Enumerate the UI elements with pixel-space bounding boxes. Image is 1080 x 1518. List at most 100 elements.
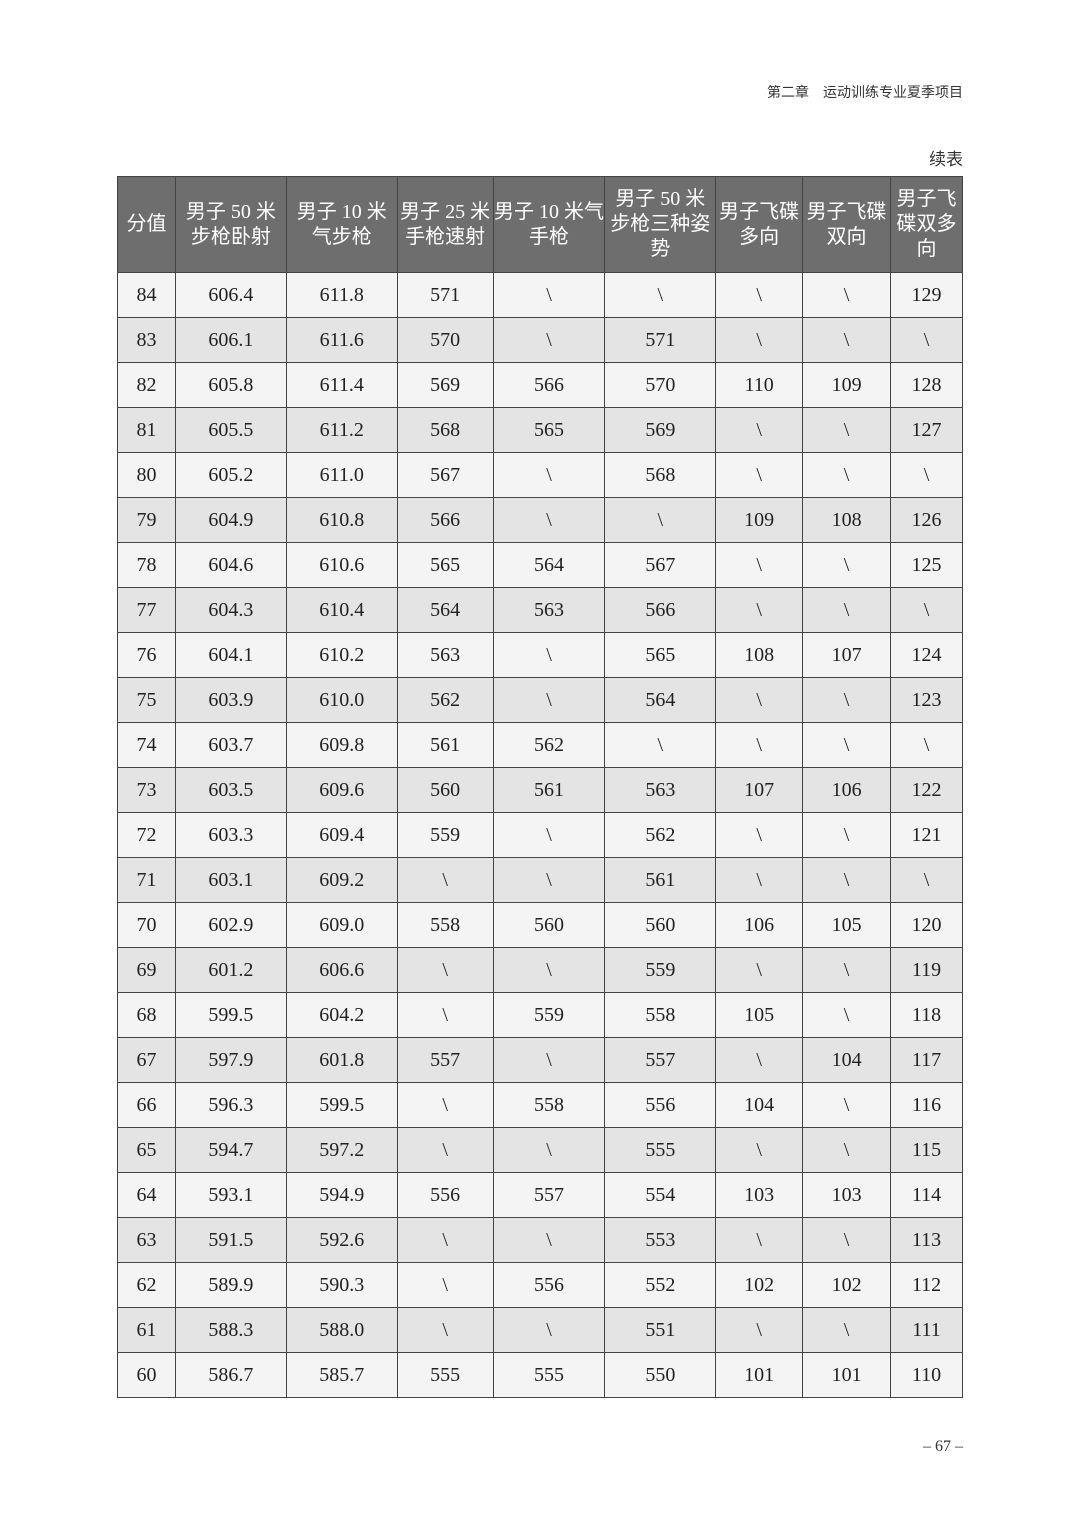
table-row: 70 602.9 609.0 558 560 560 106 105 120 [117, 902, 963, 948]
table-cell: 567 [396, 452, 494, 498]
table-cell: \ [802, 677, 892, 723]
table-cell: \ [802, 947, 892, 993]
table-row: 69 601.2 606.6 \ \ 559 \ \ 119 [117, 947, 963, 993]
table-cell: 602.9 [174, 902, 287, 948]
column-header: 男子 50 米步枪三种姿势 [604, 176, 717, 273]
table-cell: 599.5 [174, 992, 287, 1038]
table-cell: 597.9 [174, 1037, 287, 1083]
table-cell: 71 [117, 857, 176, 903]
table-cell: 604.6 [174, 542, 287, 588]
table-row: 60 586.7 585.7 555 555 550 101 101 110 [117, 1352, 963, 1398]
table-cell: \ [802, 587, 892, 633]
table-cell: 604.9 [174, 497, 287, 543]
table-cell: \ [492, 317, 606, 363]
table-row: 73 603.5 609.6 560 561 563 107 106 122 [117, 767, 963, 813]
table-cell: 121 [890, 812, 963, 858]
table-cell: 588.3 [174, 1307, 287, 1353]
table-row: 61 588.3 588.0 \ \ 551 \ \ 111 [117, 1307, 963, 1353]
table-cell: 562 [396, 677, 494, 723]
column-header: 男子飞碟多向 [715, 176, 804, 273]
table-cell: \ [802, 1082, 892, 1128]
table-cell: 553 [604, 1217, 717, 1263]
column-header: 男子 10 米气步枪 [285, 176, 398, 273]
table-cell: 75 [117, 677, 176, 723]
table-cell: 610.0 [285, 677, 398, 723]
table-cell: 558 [604, 992, 717, 1038]
table-cell: \ [604, 497, 717, 543]
table-cell: \ [715, 677, 804, 723]
table-cell: 60 [117, 1352, 176, 1398]
table-cell: 66 [117, 1082, 176, 1128]
table-cell: 108 [802, 497, 892, 543]
table-cell: 102 [802, 1262, 892, 1308]
table-cell: 604.3 [174, 587, 287, 633]
table-cell: 561 [492, 767, 606, 813]
table-cell: 115 [890, 1127, 963, 1173]
table-cell: \ [492, 677, 606, 723]
table-cell: 128 [890, 362, 963, 408]
table-cell: 610.8 [285, 497, 398, 543]
table-cell: 78 [117, 542, 176, 588]
table-row: 81 605.5 611.2 568 565 569 \ \ 127 [117, 407, 963, 453]
table-cell: 129 [890, 272, 963, 318]
table-cell: \ [715, 587, 804, 633]
table-cell: 605.8 [174, 362, 287, 408]
table-cell: 562 [492, 722, 606, 768]
table-cell: 68 [117, 992, 176, 1038]
table-cell: 610.2 [285, 632, 398, 678]
table-cell: 559 [396, 812, 494, 858]
table-cell: 606.4 [174, 272, 287, 318]
table-cell: 125 [890, 542, 963, 588]
table-cell: \ [492, 857, 606, 903]
table-cell: \ [396, 1082, 494, 1128]
table-cell: 77 [117, 587, 176, 633]
table-cell: 603.1 [174, 857, 287, 903]
running-head: 第二章 运动训练专业夏季项目 [767, 86, 963, 101]
table-cell: 561 [604, 857, 717, 903]
table-cell: 611.0 [285, 452, 398, 498]
table-cell: 603.3 [174, 812, 287, 858]
table-cell: \ [715, 542, 804, 588]
table-cell: 69 [117, 947, 176, 993]
table-cell: 606.6 [285, 947, 398, 993]
table-cell: 605.5 [174, 407, 287, 453]
table-cell: \ [604, 272, 717, 318]
table-row: 74 603.7 609.8 561 562 \ \ \ \ [117, 722, 963, 768]
column-header: 男子 50 米步枪卧射 [174, 176, 287, 273]
table-cell: 105 [715, 992, 804, 1038]
table-cell: 117 [890, 1037, 963, 1083]
table-cell: 103 [802, 1172, 892, 1218]
table-row: 78 604.6 610.6 565 564 567 \ \ 125 [117, 542, 963, 588]
table-cell: \ [396, 1307, 494, 1353]
table-cell: \ [492, 812, 606, 858]
table-cell: 118 [890, 992, 963, 1038]
table-cell: \ [890, 587, 963, 633]
table-cell: 566 [396, 497, 494, 543]
table-cell: 555 [396, 1352, 494, 1398]
table-cell: 550 [604, 1352, 717, 1398]
table-cell: 557 [604, 1037, 717, 1083]
table-cell: \ [715, 272, 804, 318]
table-cell: 603.5 [174, 767, 287, 813]
table-cell: 605.2 [174, 452, 287, 498]
table-cell: \ [715, 947, 804, 993]
table-cell: \ [715, 317, 804, 363]
table-cell: \ [802, 1307, 892, 1353]
table-cell: 611.8 [285, 272, 398, 318]
table-cell: 558 [396, 902, 494, 948]
table-cell: 611.4 [285, 362, 398, 408]
table-cell: \ [890, 317, 963, 363]
table-cell: 556 [396, 1172, 494, 1218]
table-cell: 119 [890, 947, 963, 993]
table-cell: \ [802, 272, 892, 318]
table-row: 77 604.3 610.4 564 563 566 \ \ \ [117, 587, 963, 633]
table-row: 65 594.7 597.2 \ \ 555 \ \ 115 [117, 1127, 963, 1173]
table-cell: 61 [117, 1307, 176, 1353]
table-cell: 610.6 [285, 542, 398, 588]
table-cell: 609.8 [285, 722, 398, 768]
table-cell: 106 [715, 902, 804, 948]
table-cell: \ [715, 1127, 804, 1173]
table-row: 67 597.9 601.8 557 \ 557 \ 104 117 [117, 1037, 963, 1083]
table-cell: 558 [492, 1082, 606, 1128]
table-cell: 604.2 [285, 992, 398, 1038]
